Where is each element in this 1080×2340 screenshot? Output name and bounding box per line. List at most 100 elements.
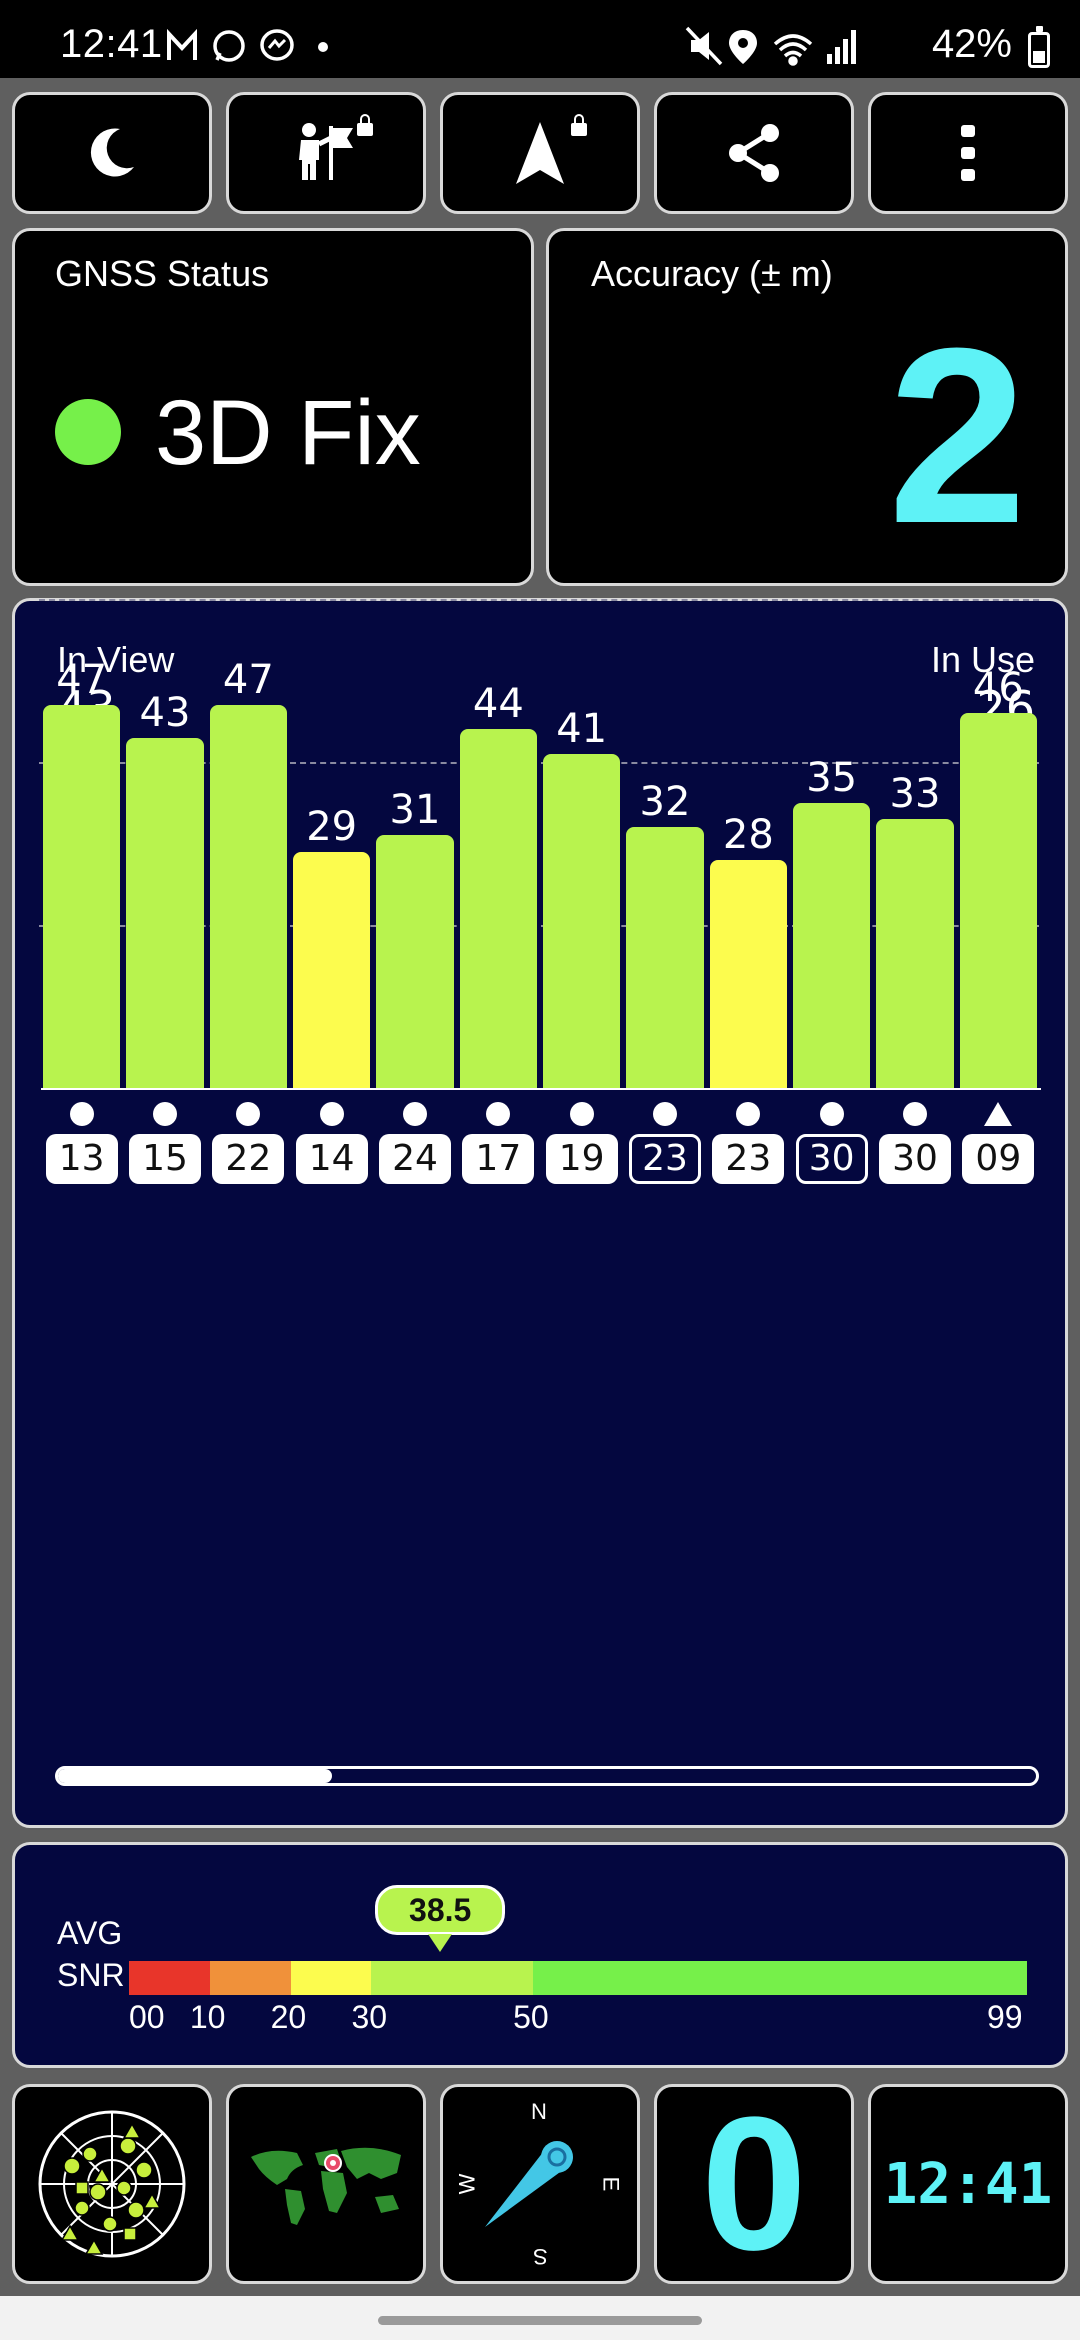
constellation-marker xyxy=(403,1102,427,1126)
accuracy-card[interactable]: Accuracy (± m) 2 xyxy=(546,228,1068,586)
wifi-icon xyxy=(773,34,813,66)
satellite-prn-label[interactable]: 09 xyxy=(962,1134,1035,1184)
whatsapp-icon xyxy=(213,30,245,62)
chart-scrollbar[interactable] xyxy=(55,1766,1039,1786)
status-time: 12:41 xyxy=(60,22,163,66)
accuracy-value: 2 xyxy=(887,296,1027,575)
compass-tile[interactable]: N E S W xyxy=(440,2084,640,2284)
gridline xyxy=(39,925,1039,927)
bar-value-label: 47 xyxy=(222,656,274,703)
moon-icon xyxy=(90,128,134,177)
bar-value-label: 28 xyxy=(722,811,774,858)
clock-tile[interactable]: 12:41 xyxy=(868,2084,1068,2284)
bar-value-label: 29 xyxy=(306,803,358,850)
signal-bar[interactable] xyxy=(293,851,371,1088)
constellation-marker xyxy=(736,1102,761,1126)
more-vertical-icon xyxy=(961,125,975,181)
snr-tick-label: 30 xyxy=(351,1999,388,2035)
notification-icons xyxy=(167,28,328,62)
satellite-prn-label[interactable]: 13 xyxy=(45,1134,118,1184)
fix-status: 3D Fix xyxy=(155,382,421,484)
satellite-prn-label[interactable]: 23 xyxy=(629,1134,701,1184)
share-button[interactable] xyxy=(654,92,854,214)
snr-scale xyxy=(129,1961,1027,1995)
compass-south: S xyxy=(533,2244,548,2269)
satellite-prn-label[interactable]: 23 xyxy=(712,1134,785,1184)
satellite-prn-label[interactable]: 30 xyxy=(795,1134,868,1184)
person-flag-icon xyxy=(299,123,353,180)
constellation-marker xyxy=(153,1102,177,1126)
signal-bar[interactable] xyxy=(793,802,871,1088)
avg-snr-marker: 38.5 xyxy=(375,1885,506,1952)
night-mode-button[interactable] xyxy=(12,92,212,214)
compass-needle-icon xyxy=(485,2141,573,2227)
satellite-prn-label[interactable]: 19 xyxy=(545,1134,618,1184)
satellite-prn-label[interactable]: 14 xyxy=(295,1134,368,1184)
constellation-marker xyxy=(653,1102,677,1126)
constellation-marker xyxy=(236,1102,261,1126)
bar-value-label: 35 xyxy=(806,754,858,801)
share-icon xyxy=(729,124,779,182)
satellite-prn-label[interactable]: 22 xyxy=(212,1134,285,1184)
speed-tile[interactable]: 0 xyxy=(654,2084,854,2284)
more-menu-button[interactable] xyxy=(868,92,1068,214)
signal-bar[interactable] xyxy=(543,753,621,1088)
constellation-marker xyxy=(903,1102,927,1126)
status-bar: 12:41 xyxy=(0,0,1080,78)
bar-value-label: 33 xyxy=(889,771,941,818)
snr-band xyxy=(290,1961,372,1995)
snr-band xyxy=(129,1961,210,1995)
signal-bar[interactable] xyxy=(959,713,1037,1088)
bar-value-label: 32 xyxy=(639,779,691,826)
signal-bar[interactable] xyxy=(709,859,787,1088)
navigation-arrow-icon xyxy=(516,122,564,184)
world-map-tile[interactable] xyxy=(226,2084,426,2284)
constellation-marker xyxy=(569,1102,594,1126)
mute-icon xyxy=(685,26,723,66)
location-icon xyxy=(729,30,757,64)
signal-bar[interactable] xyxy=(209,704,287,1088)
fix-indicator xyxy=(55,399,121,465)
avg-snr-card[interactable]: AVG SNR 00 10 20 30 50 99 38.5 xyxy=(12,1842,1068,2068)
signal-bar[interactable] xyxy=(126,737,204,1088)
signal-bar[interactable] xyxy=(43,704,121,1088)
in-view-label: In View xyxy=(57,639,175,680)
signal-bar[interactable] xyxy=(626,827,704,1088)
snr-tick-label: 99 xyxy=(987,1999,1023,2035)
signal-bar[interactable] xyxy=(376,835,454,1088)
dot-icon xyxy=(318,42,328,52)
navigate-to-point-button[interactable] xyxy=(226,92,426,214)
bar-value-label: 31 xyxy=(389,787,441,834)
satellite-prn-label[interactable]: 15 xyxy=(129,1134,201,1184)
constellation-marker xyxy=(486,1102,511,1126)
signal-bar[interactable] xyxy=(459,729,537,1088)
battery-icon xyxy=(1028,26,1050,68)
gridline xyxy=(39,599,1039,601)
satellite-prn-label[interactable]: 17 xyxy=(462,1134,535,1184)
snr-tick-label: 50 xyxy=(513,1999,549,2035)
snr-band xyxy=(371,1961,534,1995)
gnss-status-label: GNSS Status xyxy=(55,253,270,294)
compass-north: N xyxy=(531,2099,547,2124)
home-indicator[interactable] xyxy=(378,2316,702,2325)
compass-east: E xyxy=(598,2176,624,2192)
navigation-button[interactable] xyxy=(440,92,640,214)
sky-view-tile[interactable] xyxy=(12,2084,212,2284)
avg-label: AVG xyxy=(57,1915,123,1951)
bar-value-label: 44 xyxy=(472,681,524,728)
lock-icon xyxy=(571,114,587,136)
accuracy-label: Accuracy (± m) xyxy=(591,253,833,294)
satellite-signal-card[interactable]: In View 43 In Use 26 4713431547222914312… xyxy=(12,598,1068,1828)
gridline xyxy=(39,762,1039,764)
satellite-prn-label[interactable]: 24 xyxy=(379,1134,451,1184)
snr-ticks: 00 10 20 30 50 99 xyxy=(129,1999,1027,2039)
scrollbar-thumb[interactable] xyxy=(58,1769,332,1783)
signal-bar[interactable] xyxy=(876,819,954,1088)
messenger-icon xyxy=(260,29,294,61)
gnss-status-card[interactable]: GNSS Status 3D Fix xyxy=(12,228,534,586)
satellite-prn-label[interactable]: 30 xyxy=(879,1134,951,1184)
speed-value: 0 xyxy=(701,2078,807,2290)
clock-value: 12:41 xyxy=(883,2151,1053,2217)
in-use-label: In Use xyxy=(930,639,1035,680)
snr-tick-label: 00 xyxy=(129,1999,165,2035)
